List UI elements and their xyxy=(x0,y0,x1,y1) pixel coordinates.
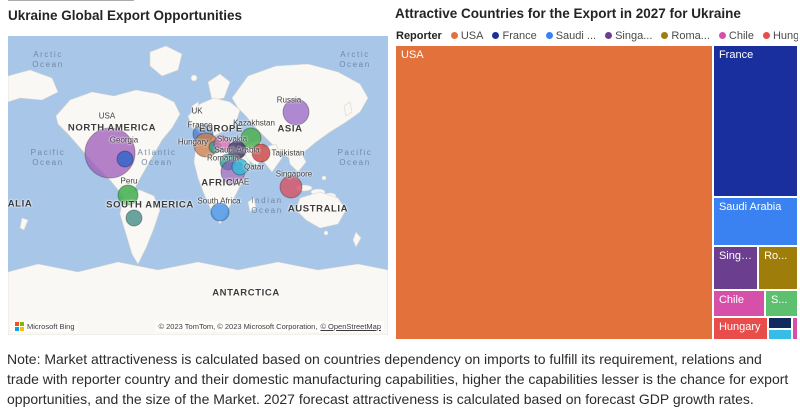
bing-attribution: Microsoft Bing xyxy=(12,321,78,332)
footnote-text: Note: Market attractiveness is calculate… xyxy=(7,351,789,407)
map-bubble-peru[interactable] xyxy=(117,184,139,206)
map-bubble-singapore[interactable] xyxy=(279,175,303,199)
legend-item-saudi[interactable]: Saudi ... xyxy=(545,29,597,42)
map-bubble-unlabeled-3[interactable] xyxy=(125,209,143,227)
treemap-tile-singa[interactable]: Singa... xyxy=(712,245,759,290)
legend-label: Hungary xyxy=(772,29,798,42)
legend-dot xyxy=(718,32,726,39)
openstreetmap-link[interactable]: © OpenStreetMap xyxy=(320,322,381,331)
legend-label: Saudi ... xyxy=(555,29,597,42)
treemap-tile-usa[interactable]: USA xyxy=(395,45,713,340)
treemap-tile-small-10[interactable] xyxy=(791,316,798,340)
treemap-tile-france[interactable]: France xyxy=(712,45,798,197)
map-visual-title: Ukraine Global Export Opportunities xyxy=(8,8,243,23)
treemap-tile-label: Ro... xyxy=(764,249,788,262)
treemap-tile-label: France xyxy=(718,49,754,61)
legend-title: Reporter xyxy=(396,29,442,42)
map-bubble-qatar[interactable] xyxy=(231,158,249,176)
legend-dot xyxy=(545,32,553,39)
legend-dot xyxy=(762,32,770,39)
treemap-tile-chile[interactable]: Chile xyxy=(712,289,765,317)
legend-item-hungary[interactable]: Hungary xyxy=(762,29,798,42)
map-visual[interactable]: Arctic Ocean Arctic Ocean Pacific Ocean Pacifi… xyxy=(8,36,388,335)
map-bubble-georgia[interactable] xyxy=(116,150,134,168)
treemap: USA France Saudi Arabia Singa... Ro... Chile S… xyxy=(395,45,798,340)
legend-item-usa[interactable]: USA xyxy=(450,29,484,42)
treemap-tile-label: Chile xyxy=(718,293,745,306)
legend-dot xyxy=(605,32,613,39)
map-bubble-saudiarabia[interactable] xyxy=(227,140,247,160)
bing-label: Microsoft Bing xyxy=(27,322,75,331)
map-bubble-kazakhstan[interactable] xyxy=(240,127,262,149)
legend-item-singa[interactable]: Singa... xyxy=(605,30,652,42)
map-bubbles xyxy=(84,98,310,227)
treemap-tile-label: S... xyxy=(770,293,788,306)
legend-label: USA xyxy=(460,29,484,42)
treemap-tile-s[interactable]: S... xyxy=(764,289,798,317)
treemap-visual-title: Attractive Countries for the Export in 2… xyxy=(395,6,741,21)
treemap-tile-ro[interactable]: Ro... xyxy=(758,245,798,290)
legend-label: Roma... xyxy=(671,29,710,42)
legend-item-chile[interactable]: Chile xyxy=(718,29,754,42)
legend-dot xyxy=(450,32,458,39)
legend-item-france[interactable]: France xyxy=(492,29,537,42)
legend-dot xyxy=(661,32,669,39)
cropped-ui-edge xyxy=(8,0,134,1)
map-bubble-tajikistan[interactable] xyxy=(251,143,271,163)
map-bubble-southafrica[interactable] xyxy=(210,202,230,222)
legend-items: USA France Saudi ... Singa... Roma... Chile Hu… xyxy=(450,29,798,42)
treemap-tile-label: Singa... xyxy=(718,249,757,262)
treemap-tile-label: USA xyxy=(401,49,424,61)
microsoft-logo-icon xyxy=(15,322,24,331)
legend-label: France xyxy=(502,29,537,42)
treemap-legend: Reporter USA France Saudi ... Singa... Roma.… xyxy=(396,28,798,43)
legend-label: Singa... xyxy=(615,29,653,42)
treemap-tile-label: Hungary xyxy=(718,320,761,333)
world-land-shapes xyxy=(8,45,388,335)
map-copyright: © 2023 TomTom, © 2023 Microsoft Corporat… xyxy=(155,321,384,332)
map-bubble-russia[interactable] xyxy=(282,98,310,126)
treemap-tile-small-8[interactable] xyxy=(767,316,792,330)
legend-dot xyxy=(492,32,500,39)
map-bubble-slovakia[interactable] xyxy=(213,135,231,153)
legend-item-roma[interactable]: Roma... xyxy=(661,30,710,42)
legend-label: Chile xyxy=(728,29,754,42)
treemap-tile-small-9[interactable] xyxy=(767,329,792,340)
treemap-tile-label: Saudi Arabia xyxy=(718,200,782,213)
treemap-tile-hungary[interactable]: Hungary xyxy=(712,316,768,340)
treemap-tile-saudiarabia[interactable]: Saudi Arabia xyxy=(712,196,798,246)
